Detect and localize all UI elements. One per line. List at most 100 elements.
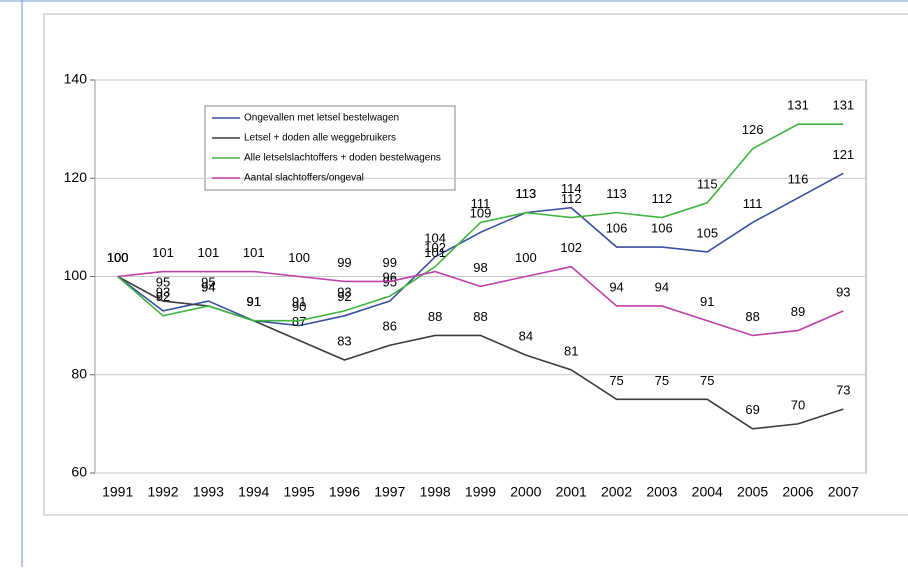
- data-label: 88: [473, 309, 487, 324]
- data-label: 91: [292, 294, 306, 309]
- data-label: 75: [655, 373, 669, 388]
- data-label: 91: [247, 294, 261, 309]
- data-label: 94: [201, 279, 215, 294]
- data-label: 83: [337, 333, 351, 348]
- series-line: [117, 123, 844, 322]
- y-tick-label: 140: [64, 71, 88, 87]
- data-label: 95: [156, 275, 170, 290]
- data-label: 94: [655, 279, 669, 294]
- series-line: [117, 265, 844, 337]
- data-label: 111: [471, 196, 491, 211]
- series-line: [117, 275, 844, 430]
- data-label: 113: [515, 186, 536, 201]
- legend-label: Aantal slachtoffers/ongeval: [244, 173, 364, 184]
- x-tick-label: 1998: [420, 484, 451, 500]
- data-label: 84: [519, 329, 533, 344]
- data-label: 89: [791, 304, 805, 319]
- data-label: 100: [288, 250, 310, 265]
- x-tick-label: 2004: [692, 484, 723, 500]
- data-label: 121: [832, 147, 854, 162]
- data-label: 81: [564, 343, 578, 358]
- data-label: 109: [470, 206, 492, 221]
- series-line: [117, 172, 844, 327]
- x-tick-label: 2006: [782, 484, 813, 500]
- data-label: 104: [424, 230, 446, 245]
- data-label: 91: [700, 294, 714, 309]
- x-tick-label: 1999: [465, 484, 496, 500]
- data-label: 101: [152, 245, 174, 260]
- data-label: 100: [107, 250, 129, 265]
- data-label: 99: [337, 255, 351, 270]
- legend-label: Letsel + doden alle weggebruikers: [244, 133, 396, 144]
- data-label: 106: [651, 220, 673, 235]
- legend-label: Alle letselslachtoffers + doden bestelwa…: [244, 153, 441, 164]
- x-tick-label: 1992: [147, 484, 178, 500]
- data-label: 94: [201, 279, 215, 294]
- x-tick-label: 2001: [556, 484, 587, 500]
- data-label: 126: [742, 122, 764, 137]
- data-label: 102: [560, 240, 582, 255]
- x-tick-label: 1991: [102, 484, 133, 500]
- data-label: 105: [696, 225, 718, 240]
- x-tick-label: 2000: [510, 484, 541, 500]
- data-label: 100: [107, 250, 129, 265]
- data-label: 115: [697, 176, 718, 191]
- data-label: 93: [156, 284, 170, 299]
- x-tick-label: 1997: [374, 484, 405, 500]
- data-label: 93: [836, 284, 850, 299]
- data-label: 91: [247, 294, 261, 309]
- data-label: 102: [424, 240, 446, 255]
- data-label: 92: [337, 289, 351, 304]
- data-label: 69: [745, 402, 759, 417]
- data-label: 101: [243, 245, 265, 260]
- data-label: 98: [473, 260, 487, 275]
- data-label: 113: [606, 186, 627, 201]
- x-tick-label: 2003: [646, 484, 677, 500]
- legend-label: Ongevallen met letsel bestelwagen: [244, 113, 399, 124]
- x-tick-label: 1994: [238, 484, 269, 500]
- data-label: 96: [383, 270, 397, 285]
- x-tick-label: 2002: [601, 484, 632, 500]
- x-tick-label: 2007: [828, 484, 859, 500]
- data-label: 100: [107, 250, 129, 265]
- data-label: 111: [743, 196, 763, 211]
- data-label: 75: [609, 373, 623, 388]
- y-tick-label: 80: [71, 365, 87, 381]
- data-label: 95: [201, 275, 215, 290]
- data-label: 112: [561, 191, 582, 206]
- x-tick-label: 1993: [193, 484, 224, 500]
- y-tick-label: 60: [71, 464, 87, 480]
- data-label: 106: [606, 220, 628, 235]
- data-label: 92: [156, 289, 170, 304]
- y-tick-label: 120: [64, 169, 88, 185]
- data-label: 73: [836, 383, 850, 398]
- data-label: 70: [791, 397, 805, 412]
- data-label: 88: [428, 309, 442, 324]
- data-label: 90: [292, 299, 306, 314]
- x-tick-label: 1995: [284, 484, 315, 500]
- legend: [204, 105, 456, 191]
- data-label: 100: [107, 250, 129, 265]
- data-label: 114: [561, 181, 582, 196]
- x-tick-label: 1996: [329, 484, 360, 500]
- y-tick-label: 100: [64, 267, 88, 283]
- data-label: 86: [383, 319, 397, 334]
- data-label: 93: [337, 284, 351, 299]
- data-label: 99: [383, 255, 397, 270]
- data-label: 88: [745, 309, 759, 324]
- data-label: 100: [515, 250, 537, 265]
- data-label: 94: [609, 279, 623, 294]
- data-label: 113: [515, 186, 536, 201]
- data-label: 116: [788, 171, 809, 186]
- data-label: 131: [787, 98, 809, 113]
- x-tick-label: 2005: [737, 484, 768, 500]
- data-label: 101: [424, 245, 446, 260]
- data-label: 131: [832, 98, 854, 113]
- data-label: 75: [700, 373, 714, 388]
- data-label: 101: [198, 245, 220, 260]
- data-label: 91: [247, 294, 261, 309]
- data-label: 112: [652, 191, 673, 206]
- chart-area: [43, 13, 908, 516]
